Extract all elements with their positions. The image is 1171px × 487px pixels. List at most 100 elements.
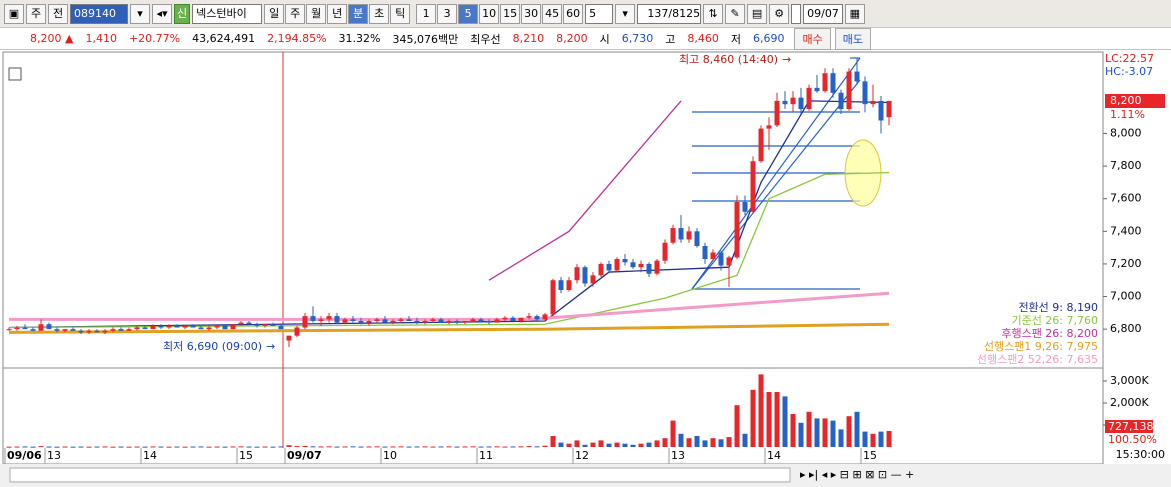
candle-body	[222, 325, 228, 330]
volume-bar	[38, 446, 44, 448]
candle-body	[750, 161, 756, 212]
candle-body	[726, 257, 732, 266]
volume-bar	[406, 446, 412, 448]
candle-body	[182, 325, 188, 328]
volume-bar	[870, 433, 876, 447]
candle-body	[550, 280, 556, 315]
high: 8,460	[687, 32, 719, 45]
interval-button[interactable]: 10	[479, 3, 500, 24]
volume-bar	[102, 446, 108, 448]
y-tick-label: 7,800	[1110, 159, 1142, 172]
layout-button[interactable]: ▣	[4, 3, 24, 24]
period-button[interactable]: 분	[348, 3, 369, 24]
market-select[interactable]: 주	[26, 3, 46, 24]
date-input[interactable]: 09/07	[803, 3, 843, 24]
dropdown[interactable]: ▾	[615, 3, 636, 24]
dropdown[interactable]: ▾	[130, 3, 150, 24]
tool-button[interactable]: ⇅	[703, 3, 724, 24]
volume-bar	[6, 446, 12, 448]
menu-icon[interactable]	[8, 67, 22, 81]
volume-bar	[126, 446, 132, 448]
calendar-button[interactable]: ▦	[844, 3, 865, 24]
interval-button[interactable]: 60	[563, 3, 584, 24]
candle-body	[206, 327, 212, 330]
volume-bar	[206, 446, 212, 448]
candle-body	[870, 100, 876, 105]
volume-bar	[702, 440, 708, 447]
volume-bar	[118, 446, 124, 448]
candle-body	[806, 87, 812, 110]
candle-body	[406, 319, 412, 321]
candle-body	[318, 319, 324, 321]
indicator-line	[8, 322, 890, 334]
best-label: 최우선	[470, 32, 501, 46]
candle-body	[350, 319, 356, 321]
x-tick-label: 14	[767, 449, 781, 462]
volume-bar	[134, 446, 140, 448]
candle-body	[214, 325, 220, 328]
checkbox[interactable]	[791, 3, 802, 24]
volume-bar	[46, 446, 52, 448]
candle-body	[758, 128, 764, 162]
clock: 15:30:00	[1116, 448, 1165, 461]
sell-button[interactable]: 매도	[834, 27, 871, 50]
code-input[interactable]: 089140	[70, 3, 128, 24]
candle-body	[494, 319, 500, 323]
volume-bar	[334, 446, 340, 448]
last-price: 8,200	[1110, 94, 1142, 107]
candle-body	[310, 316, 316, 321]
period-button[interactable]: 월	[306, 3, 327, 24]
interval-button[interactable]: 1	[416, 3, 437, 24]
volume-bar	[350, 446, 356, 448]
period-button[interactable]: 틱	[390, 3, 411, 24]
price-pane: 6,800 7,000 7,200 7,400 7,600 7,800 8,000 전환선 9…	[4, 52, 1165, 464]
volume-bar	[558, 442, 564, 447]
period-button[interactable]: 년	[327, 3, 348, 24]
arrow: →	[266, 340, 275, 353]
period-button[interactable]: 일	[264, 3, 285, 24]
volume-bar	[606, 443, 612, 447]
interval-button[interactable]: 30	[521, 3, 542, 24]
save-button[interactable]: ▤	[747, 3, 768, 24]
sound-button[interactable]: ◂▾	[152, 3, 172, 24]
scope-button[interactable]: 전	[48, 3, 68, 24]
period-button[interactable]: 초	[369, 3, 390, 24]
buy-button[interactable]: 매수	[794, 27, 831, 50]
candle-body	[878, 100, 884, 121]
volume-bar	[790, 414, 796, 447]
period-button[interactable]: 주	[285, 3, 306, 24]
interval-button[interactable]: 15	[500, 3, 521, 24]
candle-body	[710, 252, 716, 260]
volume-bar	[78, 446, 84, 448]
legend-entry: 후행스팬 26: 8,200	[1001, 327, 1098, 340]
interval-button[interactable]: 5	[458, 3, 479, 24]
interval-button[interactable]: 3	[437, 3, 458, 24]
candle-body	[342, 319, 348, 323]
volume-bar	[182, 446, 188, 448]
candle-body	[790, 97, 796, 105]
candle-body	[94, 330, 100, 333]
scroll-track[interactable]	[9, 467, 791, 483]
volume-bar	[174, 446, 180, 448]
volume-bar	[886, 431, 892, 447]
volume-bar	[622, 443, 628, 447]
volume-bar	[718, 439, 724, 447]
candle-body	[462, 320, 468, 323]
tool-button[interactable]: ✎	[725, 3, 746, 24]
volume-bar	[262, 446, 268, 448]
candle-body	[54, 329, 60, 331]
change: 1,410	[85, 32, 117, 45]
x-tick-label: 11	[479, 449, 493, 462]
candle-body	[598, 263, 604, 276]
low-note: 최저 6,690 (09:00)	[163, 340, 262, 353]
y-tick-label: 7,200	[1110, 257, 1142, 270]
scroll-buttons[interactable]: ▸ ▸| ◂ ▸ ⊟ ⊞ ⊠ ⊡ — +	[800, 468, 914, 481]
volume-bar	[822, 418, 828, 447]
interval-input[interactable]: 5	[585, 3, 614, 24]
interval-button[interactable]: 45	[542, 3, 563, 24]
x-tick-label: 15	[863, 449, 877, 462]
settings-button[interactable]: ⚙	[769, 3, 790, 24]
y-tick-label: 6,800	[1110, 322, 1142, 335]
